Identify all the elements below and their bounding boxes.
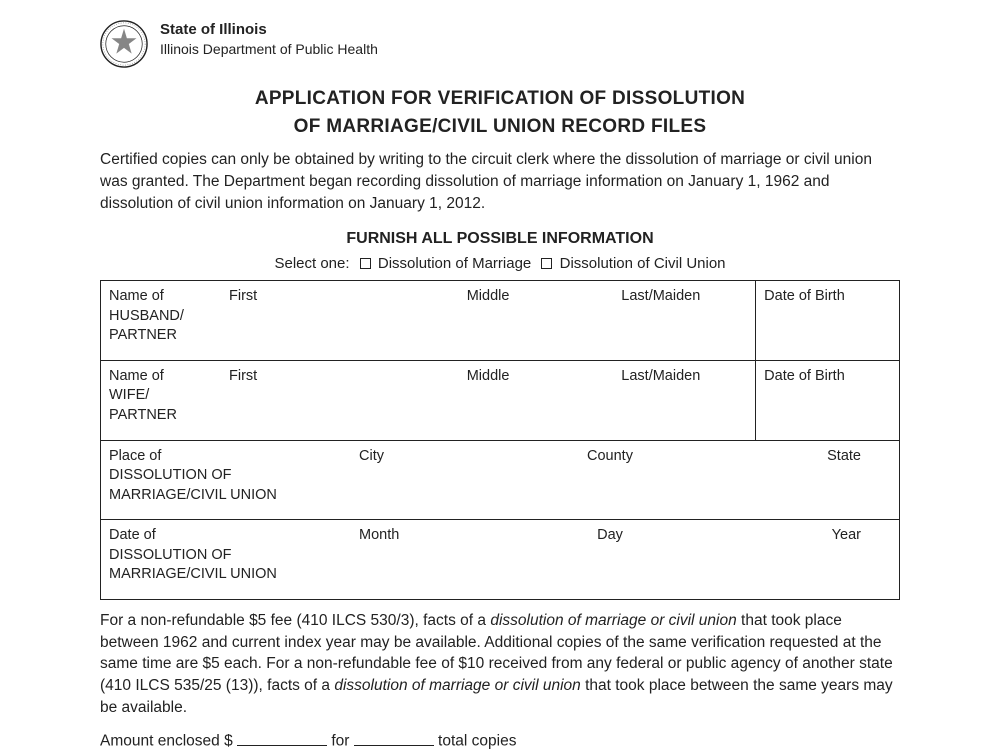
fee-italic-1: dissolution of marriage or civil union	[490, 612, 736, 629]
place-county: County	[526, 447, 693, 506]
husband-dob-cell[interactable]: Date of Birth	[756, 281, 900, 361]
amount-mid: for	[331, 733, 349, 750]
table-row: Date of DISSOLUTION OF MARRIAGE/CIVIL UN…	[101, 520, 900, 600]
wife-label-2: WIFE/	[109, 387, 149, 403]
date-label-3: MARRIAGE/CIVIL UNION	[109, 566, 277, 582]
date-year: Year	[694, 526, 891, 585]
amount-post: total copies	[438, 733, 516, 750]
husband-label-2: HUSBAND/	[109, 308, 184, 324]
place-city: City	[309, 447, 526, 506]
checkbox-dissolution-marriage[interactable]	[360, 258, 371, 269]
date-label-1: Date of	[109, 527, 156, 543]
date-day: Day	[526, 526, 693, 585]
wife-label-1: Name of	[109, 368, 164, 384]
option-dissolution-marriage: Dissolution of Marriage	[378, 255, 531, 272]
option-dissolution-civil-union: Dissolution of Civil Union	[560, 255, 726, 272]
form-title-line2: OF MARRIAGE/CIVIL UNION RECORD FILES	[100, 114, 900, 140]
department-name: Illinois Department of Public Health	[160, 40, 378, 59]
fee-paragraph: For a non-refundable $5 fee (410 ILCS 53…	[100, 610, 900, 718]
fee-text-1: For a non-refundable $5 fee (410 ILCS 53…	[100, 612, 490, 629]
applicant-table: Name of HUSBAND/ PARTNER First Middle La…	[100, 280, 900, 600]
amount-line: Amount enclosed $ for total copies	[100, 730, 900, 752]
husband-label-1: Name of	[109, 288, 164, 304]
state-name: State of Illinois	[160, 20, 378, 40]
wife-name-cell[interactable]: Name of WIFE/ PARTNER First Middle Last/…	[101, 360, 756, 440]
wife-label-3: PARTNER	[109, 407, 177, 423]
amount-pre: Amount enclosed $	[100, 733, 233, 750]
place-label-1: Place of	[109, 448, 161, 464]
place-label-3: MARRIAGE/CIVIL UNION	[109, 487, 277, 503]
amount-blank[interactable]	[237, 730, 327, 746]
copies-blank[interactable]	[354, 730, 434, 746]
intro-paragraph: Certified copies can only be obtained by…	[100, 149, 900, 214]
wife-dob-label: Date of Birth	[764, 368, 845, 384]
wife-middle: Middle	[402, 367, 575, 426]
husband-dob-label: Date of Birth	[764, 288, 845, 304]
date-month: Month	[309, 526, 526, 585]
fee-italic-2: dissolution of marriage or civil union	[334, 677, 580, 694]
husband-middle: Middle	[402, 287, 575, 346]
place-label-2: DISSOLUTION OF	[109, 467, 231, 483]
husband-last: Last/Maiden	[574, 287, 747, 346]
table-row: Place of DISSOLUTION OF MARRIAGE/CIVIL U…	[101, 440, 900, 520]
document-header: State of Illinois Illinois Department of…	[100, 20, 900, 68]
date-label-2: DISSOLUTION OF	[109, 547, 231, 563]
date-cell[interactable]: Date of DISSOLUTION OF MARRIAGE/CIVIL UN…	[101, 520, 900, 600]
place-cell[interactable]: Place of DISSOLUTION OF MARRIAGE/CIVIL U…	[101, 440, 900, 520]
select-one-row: Select one: Dissolution of Marriage Diss…	[100, 254, 900, 274]
husband-label-3: PARTNER	[109, 327, 177, 343]
furnish-heading: FURNISH ALL POSSIBLE INFORMATION	[100, 228, 900, 250]
wife-last: Last/Maiden	[574, 367, 747, 426]
wife-dob-cell[interactable]: Date of Birth	[756, 360, 900, 440]
place-state: State	[694, 447, 891, 506]
select-label: Select one:	[274, 255, 349, 272]
husband-name-cell[interactable]: Name of HUSBAND/ PARTNER First Middle La…	[101, 281, 756, 361]
checkbox-dissolution-civil-union[interactable]	[541, 258, 552, 269]
husband-first: First	[229, 287, 402, 346]
state-seal-icon	[100, 20, 148, 68]
table-row: Name of HUSBAND/ PARTNER First Middle La…	[101, 281, 900, 361]
header-text: State of Illinois Illinois Department of…	[160, 20, 378, 59]
form-title-line1: APPLICATION FOR VERIFICATION OF DISSOLUT…	[100, 86, 900, 112]
table-row: Name of WIFE/ PARTNER First Middle Last/…	[101, 360, 900, 440]
wife-first: First	[229, 367, 402, 426]
